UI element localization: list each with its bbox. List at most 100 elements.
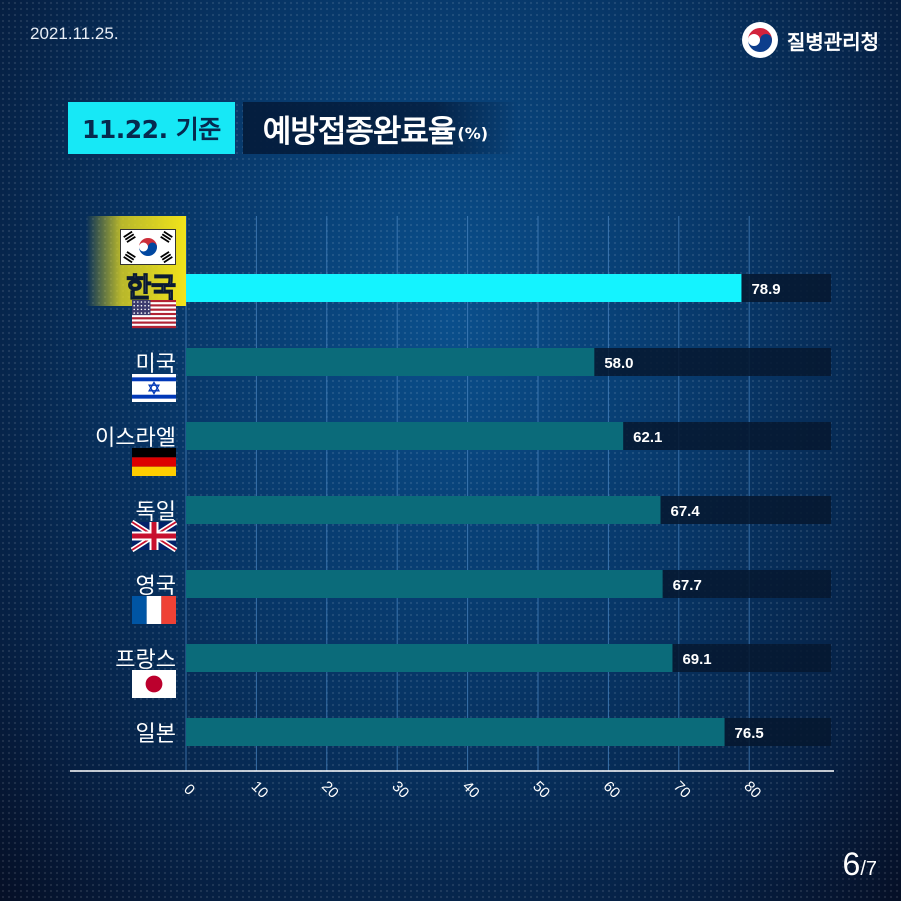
x-tick-label: 20 bbox=[318, 778, 342, 802]
flag-stripe bbox=[132, 466, 176, 476]
category-label: 프랑스 bbox=[115, 648, 176, 673]
flag-star bbox=[133, 308, 135, 311]
korea-flag-icon bbox=[120, 229, 176, 265]
org-name: 질병관리청 bbox=[787, 29, 879, 54]
flag-star bbox=[147, 308, 150, 311]
flag-stripe bbox=[132, 323, 176, 327]
title-badge: 11.22. 기준 bbox=[68, 102, 235, 154]
flag-star bbox=[147, 301, 150, 303]
kdca-logo: 질병관리청 bbox=[741, 20, 879, 60]
flag-trigram-bar bbox=[163, 230, 173, 238]
flag-stripe bbox=[132, 325, 176, 329]
chart-unit: (%) bbox=[457, 123, 489, 143]
x-tick-label: 60 bbox=[600, 778, 624, 802]
flag-trigram-bar bbox=[163, 256, 173, 264]
usa-flag-icon bbox=[132, 300, 176, 329]
flag-stripe bbox=[132, 300, 176, 303]
x-tick-label: 80 bbox=[740, 778, 764, 802]
data-label: 67.4 bbox=[670, 503, 700, 520]
flag-trigram bbox=[123, 251, 136, 264]
flag-stripe bbox=[132, 310, 176, 314]
category-label: 독일 bbox=[136, 500, 176, 525]
category-label: 한국 bbox=[126, 273, 176, 304]
flag-stripe bbox=[132, 448, 176, 458]
flag-star bbox=[133, 304, 135, 307]
category-label: 일본 bbox=[136, 722, 176, 747]
israel-flag-icon bbox=[132, 374, 176, 402]
flag-stripe bbox=[132, 377, 176, 382]
flag-star bbox=[144, 304, 146, 307]
japan-flag-icon bbox=[132, 670, 176, 698]
page-current: 6 bbox=[842, 846, 861, 882]
flag-star bbox=[137, 301, 139, 303]
flag-stripe bbox=[132, 306, 176, 309]
flag-trigram-bar bbox=[123, 230, 133, 238]
flag-stripe bbox=[132, 304, 176, 307]
flag-trigram-bar bbox=[160, 251, 170, 259]
flag-trigram-bar bbox=[160, 235, 170, 243]
flag-star bbox=[140, 301, 143, 303]
x-tick-label: 50 bbox=[529, 778, 553, 802]
flag-star bbox=[144, 312, 146, 314]
taegeuk-emblem-icon bbox=[742, 22, 778, 58]
flag-stripe bbox=[132, 312, 176, 316]
flag-taegeuk-blue bbox=[139, 242, 157, 256]
flag-stripe bbox=[132, 457, 176, 467]
flag-stripe bbox=[132, 596, 147, 624]
page-total: /7 bbox=[860, 858, 877, 880]
flag-stripe bbox=[132, 319, 176, 322]
flag-trigram-bar bbox=[123, 256, 133, 264]
france-flag-icon bbox=[132, 596, 176, 624]
flag-trigram-bar bbox=[124, 233, 135, 241]
page-indicator: 6/7 bbox=[843, 846, 877, 883]
flag-star bbox=[137, 312, 139, 314]
x-tick-label: 40 bbox=[459, 778, 483, 802]
flag-star bbox=[133, 312, 135, 314]
flag-star bbox=[144, 308, 146, 311]
data-label: 76.5 bbox=[735, 725, 764, 742]
category-label: 영국 bbox=[136, 574, 176, 599]
category-label: 미국 bbox=[136, 352, 176, 377]
bar bbox=[186, 644, 673, 672]
bar bbox=[186, 496, 661, 524]
flag-trigram-bar bbox=[126, 235, 136, 243]
flag-star bbox=[140, 308, 143, 311]
flag-canton bbox=[132, 300, 151, 316]
data-label: 58.0 bbox=[604, 355, 633, 372]
flag-stripe bbox=[132, 315, 176, 318]
flag-sun bbox=[145, 675, 163, 693]
flag-stripe bbox=[146, 596, 162, 624]
flag-trigram bbox=[160, 230, 173, 243]
flag-cross-red bbox=[132, 533, 176, 539]
data-label: 67.7 bbox=[673, 577, 702, 594]
flag-stripe bbox=[132, 302, 176, 305]
chart-title-bar: 11.22. 기준 예방접종완료율 (%) bbox=[68, 102, 519, 154]
flag-stripe bbox=[132, 394, 176, 399]
data-label: 62.1 bbox=[633, 429, 662, 446]
category-label: 이스라엘 bbox=[95, 426, 176, 451]
flag-star bbox=[147, 312, 150, 314]
bar bbox=[186, 570, 663, 598]
flag-trigram bbox=[160, 251, 173, 264]
x-tick-label: 0 bbox=[180, 781, 198, 799]
flag-trigram-bar bbox=[124, 253, 135, 261]
x-tick-label: 10 bbox=[248, 778, 272, 802]
bar bbox=[186, 274, 742, 302]
date-label: 2021.11.25. bbox=[30, 24, 119, 43]
flag-star bbox=[147, 384, 161, 395]
flag-stripe bbox=[132, 308, 176, 311]
bar bbox=[186, 422, 624, 450]
flag-star bbox=[140, 304, 143, 307]
flag-star bbox=[137, 304, 139, 307]
data-label: 78.9 bbox=[751, 281, 780, 298]
bar bbox=[186, 718, 725, 746]
x-tick-label: 70 bbox=[670, 778, 694, 802]
flag-star bbox=[133, 301, 135, 303]
flag-trigram-bar bbox=[161, 233, 172, 241]
flag-star bbox=[147, 381, 161, 392]
flag-star bbox=[144, 301, 146, 303]
flag-trigram-bar bbox=[161, 253, 172, 261]
x-tick-label: 30 bbox=[388, 778, 412, 802]
flag-star bbox=[140, 312, 143, 314]
flag-border bbox=[120, 229, 176, 265]
